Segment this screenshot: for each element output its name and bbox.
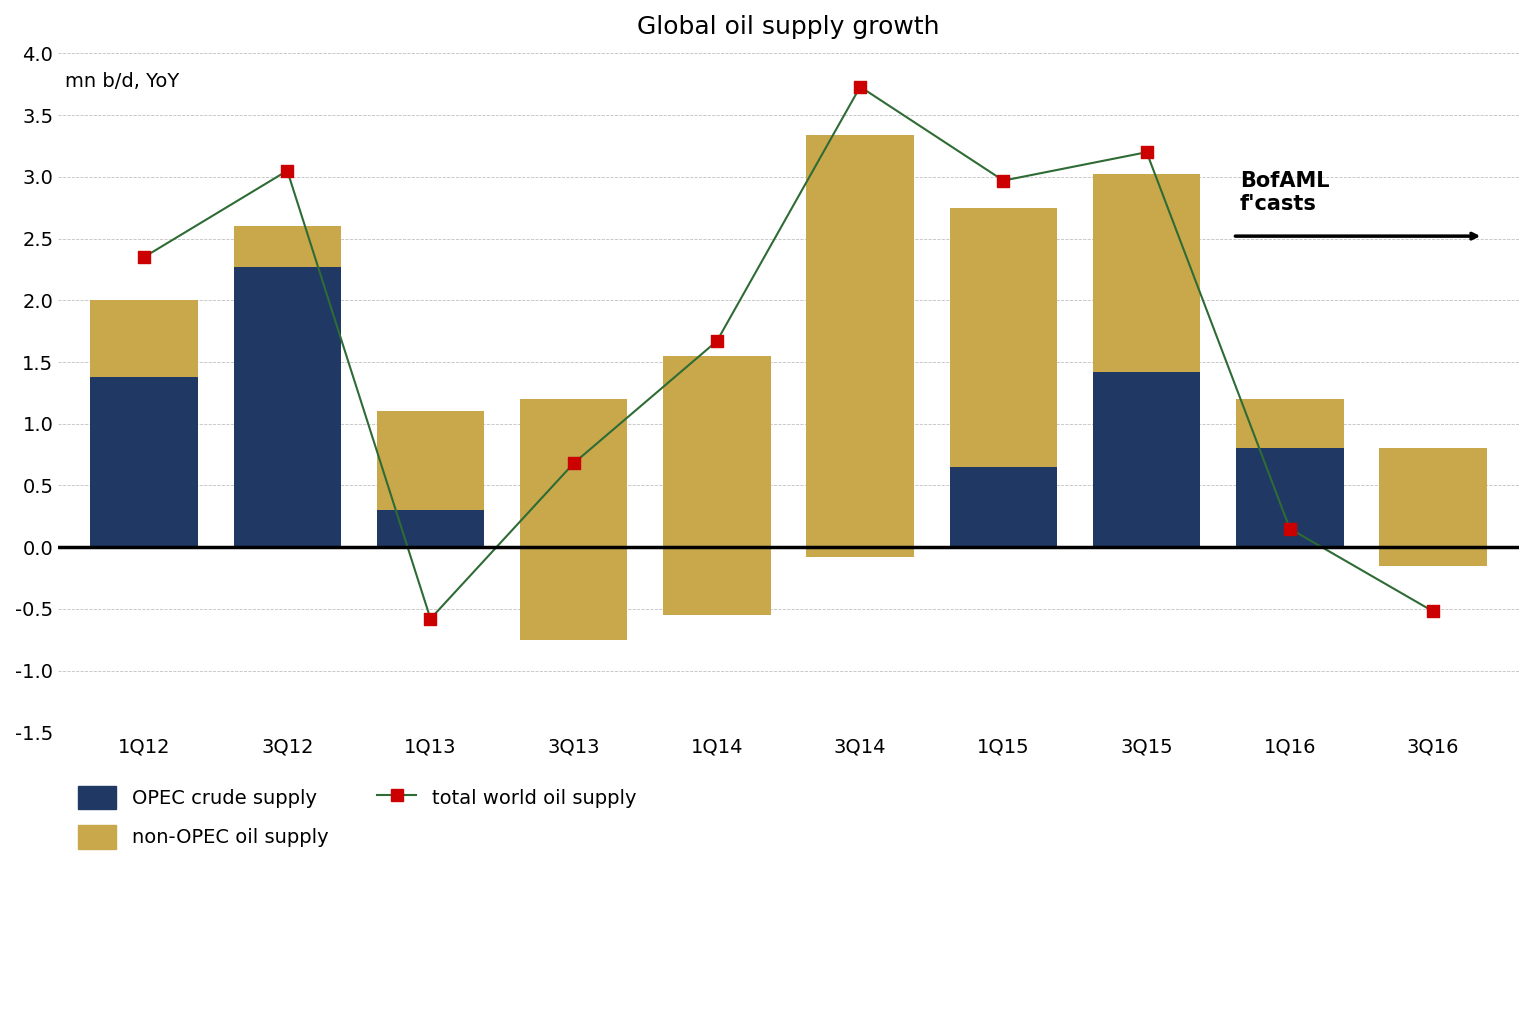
Bar (950, 207, 1057, 467)
Bar (377, 411, 485, 510)
Bar (1379, 448, 1486, 548)
Point (704, 333, 729, 350)
Title: Global oil supply growth: Global oil supply growth (637, 15, 940, 39)
Point (275, 163, 299, 179)
Point (561, 455, 586, 471)
Point (1278, 520, 1302, 536)
Bar (520, 399, 627, 640)
Bar (1092, 372, 1200, 548)
Text: mn b/d, YoY: mn b/d, YoY (66, 72, 179, 91)
Bar (233, 267, 341, 548)
Point (991, 173, 1016, 189)
Bar (377, 510, 485, 548)
Point (419, 611, 443, 627)
Bar (1092, 175, 1200, 372)
Bar (520, 548, 627, 640)
Point (1134, 144, 1158, 161)
Point (1420, 604, 1445, 620)
Bar (1379, 448, 1486, 566)
Text: BofAML
f'casts: BofAML f'casts (1239, 171, 1330, 214)
Bar (663, 548, 770, 615)
Bar (807, 135, 914, 557)
Bar (663, 356, 770, 615)
Bar (91, 377, 198, 548)
Point (132, 249, 156, 265)
Bar (807, 548, 914, 557)
Bar (950, 467, 1057, 548)
Bar (91, 301, 198, 377)
Bar (1236, 399, 1344, 548)
Bar (233, 227, 341, 267)
Bar (1236, 399, 1344, 448)
Legend: OPEC crude supply, non-OPEC oil supply, total world oil supply: OPEC crude supply, non-OPEC oil supply, … (67, 776, 646, 859)
Point (848, 78, 873, 94)
